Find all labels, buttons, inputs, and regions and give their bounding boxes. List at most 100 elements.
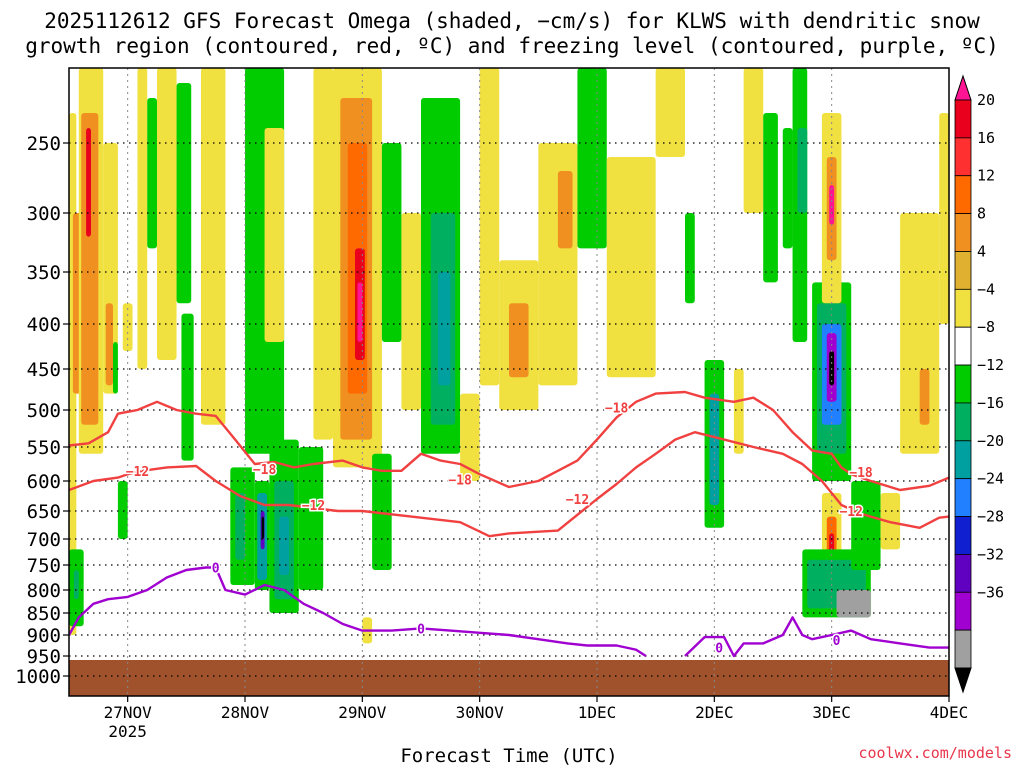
colorbar-swatch-3 — [954, 175, 972, 215]
colorbar-swatch-11 — [954, 478, 972, 517]
omega-cell-56 — [743, 68, 764, 213]
omega-cell-77 — [900, 213, 940, 454]
ground-surface — [69, 660, 949, 696]
omega-cell-38 — [381, 143, 402, 342]
omega-cell-16 — [181, 313, 194, 461]
y-tick-label-600: 600 — [27, 471, 61, 493]
omega-cell-15 — [176, 83, 192, 304]
y-tick-label-750: 750 — [27, 555, 61, 577]
colorbar-swatch-8 — [954, 364, 972, 404]
colorbar-label-10: −24 — [977, 470, 1004, 488]
omega-cell-19 — [235, 493, 245, 560]
x-tick-sublabel-27NOV: 2025 — [108, 722, 147, 741]
colorbar-swatch-12 — [954, 516, 972, 555]
colorbar-swatch-14 — [954, 591, 972, 631]
omega-cell-68 — [829, 185, 835, 225]
colorbar-label-9: −20 — [977, 432, 1004, 450]
colorbar-label-7: −12 — [977, 356, 1004, 374]
omega-cell-6 — [105, 303, 113, 386]
credit-text: coolwx.com/models — [858, 744, 1012, 762]
y-tick-label-800: 800 — [27, 580, 61, 602]
omega-cell-35 — [357, 282, 363, 342]
omega-cell-10 — [113, 342, 118, 394]
omega-cell-78 — [919, 369, 930, 425]
omega-cell-48 — [557, 171, 573, 249]
contour-label-1-1: −18 — [448, 474, 472, 489]
contour-label-0-1: −12 — [302, 499, 325, 514]
omega-cell-75 — [851, 481, 881, 570]
contour-label-2-2: 0 — [715, 642, 723, 657]
omega-cell-30 — [313, 68, 333, 440]
y-tick-label-250: 250 — [27, 133, 61, 155]
contour-lines — [69, 390, 949, 658]
colorbar-label-1: 16 — [977, 129, 995, 147]
x-axis-label: Forecast Time (UTC) — [400, 745, 617, 767]
x-tick-label-1DEC: 1DEC — [578, 703, 617, 722]
colorbar-swatch-9 — [954, 402, 972, 442]
colorbar-swatch-13 — [954, 554, 972, 593]
omega-cell-58 — [782, 128, 793, 249]
omega-cell-49 — [577, 68, 607, 249]
x-tick-label-3DEC: 3DEC — [812, 703, 851, 722]
omega-cell-57 — [763, 113, 778, 283]
colorbar-label-8: −16 — [977, 394, 1004, 412]
omega-cell-74 — [836, 590, 871, 618]
plot-frame — [68, 67, 950, 697]
colorbar-label-11: −28 — [977, 508, 1004, 526]
y-tick-label-850: 850 — [27, 603, 61, 625]
contour-label-2-1: 0 — [417, 622, 425, 637]
omega-shading — [69, 68, 949, 644]
x-tick-label-29NOV: 29NOV — [338, 703, 387, 722]
omega-cell-60 — [797, 128, 808, 213]
omega-cell-14 — [157, 68, 177, 360]
omega-cell-52 — [685, 213, 695, 304]
x-tick-label-28NOV: 28NOV — [221, 703, 270, 722]
omega-cell-36 — [372, 453, 392, 570]
contour-label-0-3: −12 — [839, 505, 862, 520]
y-tick-label-900: 900 — [27, 625, 61, 647]
chart-title-line-1: 2025112612 GFS Forecast Omega (shaded, −… — [44, 9, 980, 33]
colorbar-swatch-1 — [954, 99, 972, 139]
x-tick-label-30NOV: 30NOV — [456, 703, 505, 722]
y-tick-label-1000: 1000 — [15, 666, 61, 688]
omega-cell-51 — [655, 68, 685, 157]
omega-cell-50 — [606, 157, 656, 378]
omega-cell-46 — [509, 303, 529, 378]
colorbar-swatch-15 — [954, 629, 972, 669]
omega-cell-29 — [298, 447, 324, 590]
colorbar-label-4: 4 — [977, 242, 986, 260]
contour-line-1 — [69, 390, 949, 492]
colorbar-bottom-arrow — [954, 667, 972, 694]
colorbar-label-0: 20 — [977, 91, 995, 109]
omega-cell-12 — [137, 68, 148, 369]
omega-cell-26 — [279, 516, 289, 575]
colorbar-label-12: −32 — [977, 545, 1004, 563]
omega-cell-44 — [479, 68, 500, 386]
x-tick-label-2DEC: 2DEC — [695, 703, 734, 722]
contour-label-1-2: −18 — [605, 402, 629, 417]
colorbar-swatch-2 — [954, 137, 972, 177]
y-axis: 2503003504004505005506006507007508008509… — [15, 133, 69, 688]
y-tick-label-300: 300 — [27, 203, 61, 225]
colorbar-label-2: 12 — [977, 167, 995, 185]
chart-title-line-2: growth region (contoured, red, ºC) and f… — [25, 34, 999, 58]
omega-cell-17 — [201, 68, 226, 425]
omega-cell-9 — [73, 570, 79, 600]
colorbar-swatch-6 — [954, 288, 972, 328]
colorbar-label-13: −36 — [977, 583, 1004, 601]
omega-cell-3 — [81, 113, 99, 425]
omega-cell-43 — [460, 393, 480, 481]
omega-cell-28 — [264, 128, 285, 342]
colorbar-top-arrow — [954, 74, 972, 101]
colorbar-label-3: 8 — [977, 205, 986, 223]
colorbar-label-5: −4 — [977, 280, 995, 298]
y-tick-label-700: 700 — [27, 529, 61, 551]
y-tick-label-650: 650 — [27, 501, 61, 523]
y-tick-label-350: 350 — [27, 262, 61, 284]
y-tick-label-400: 400 — [27, 314, 61, 336]
x-tick-label-27NOV: 27NOV — [104, 703, 153, 722]
contour-line-0 — [69, 431, 949, 538]
y-tick-label-950: 950 — [27, 646, 61, 668]
